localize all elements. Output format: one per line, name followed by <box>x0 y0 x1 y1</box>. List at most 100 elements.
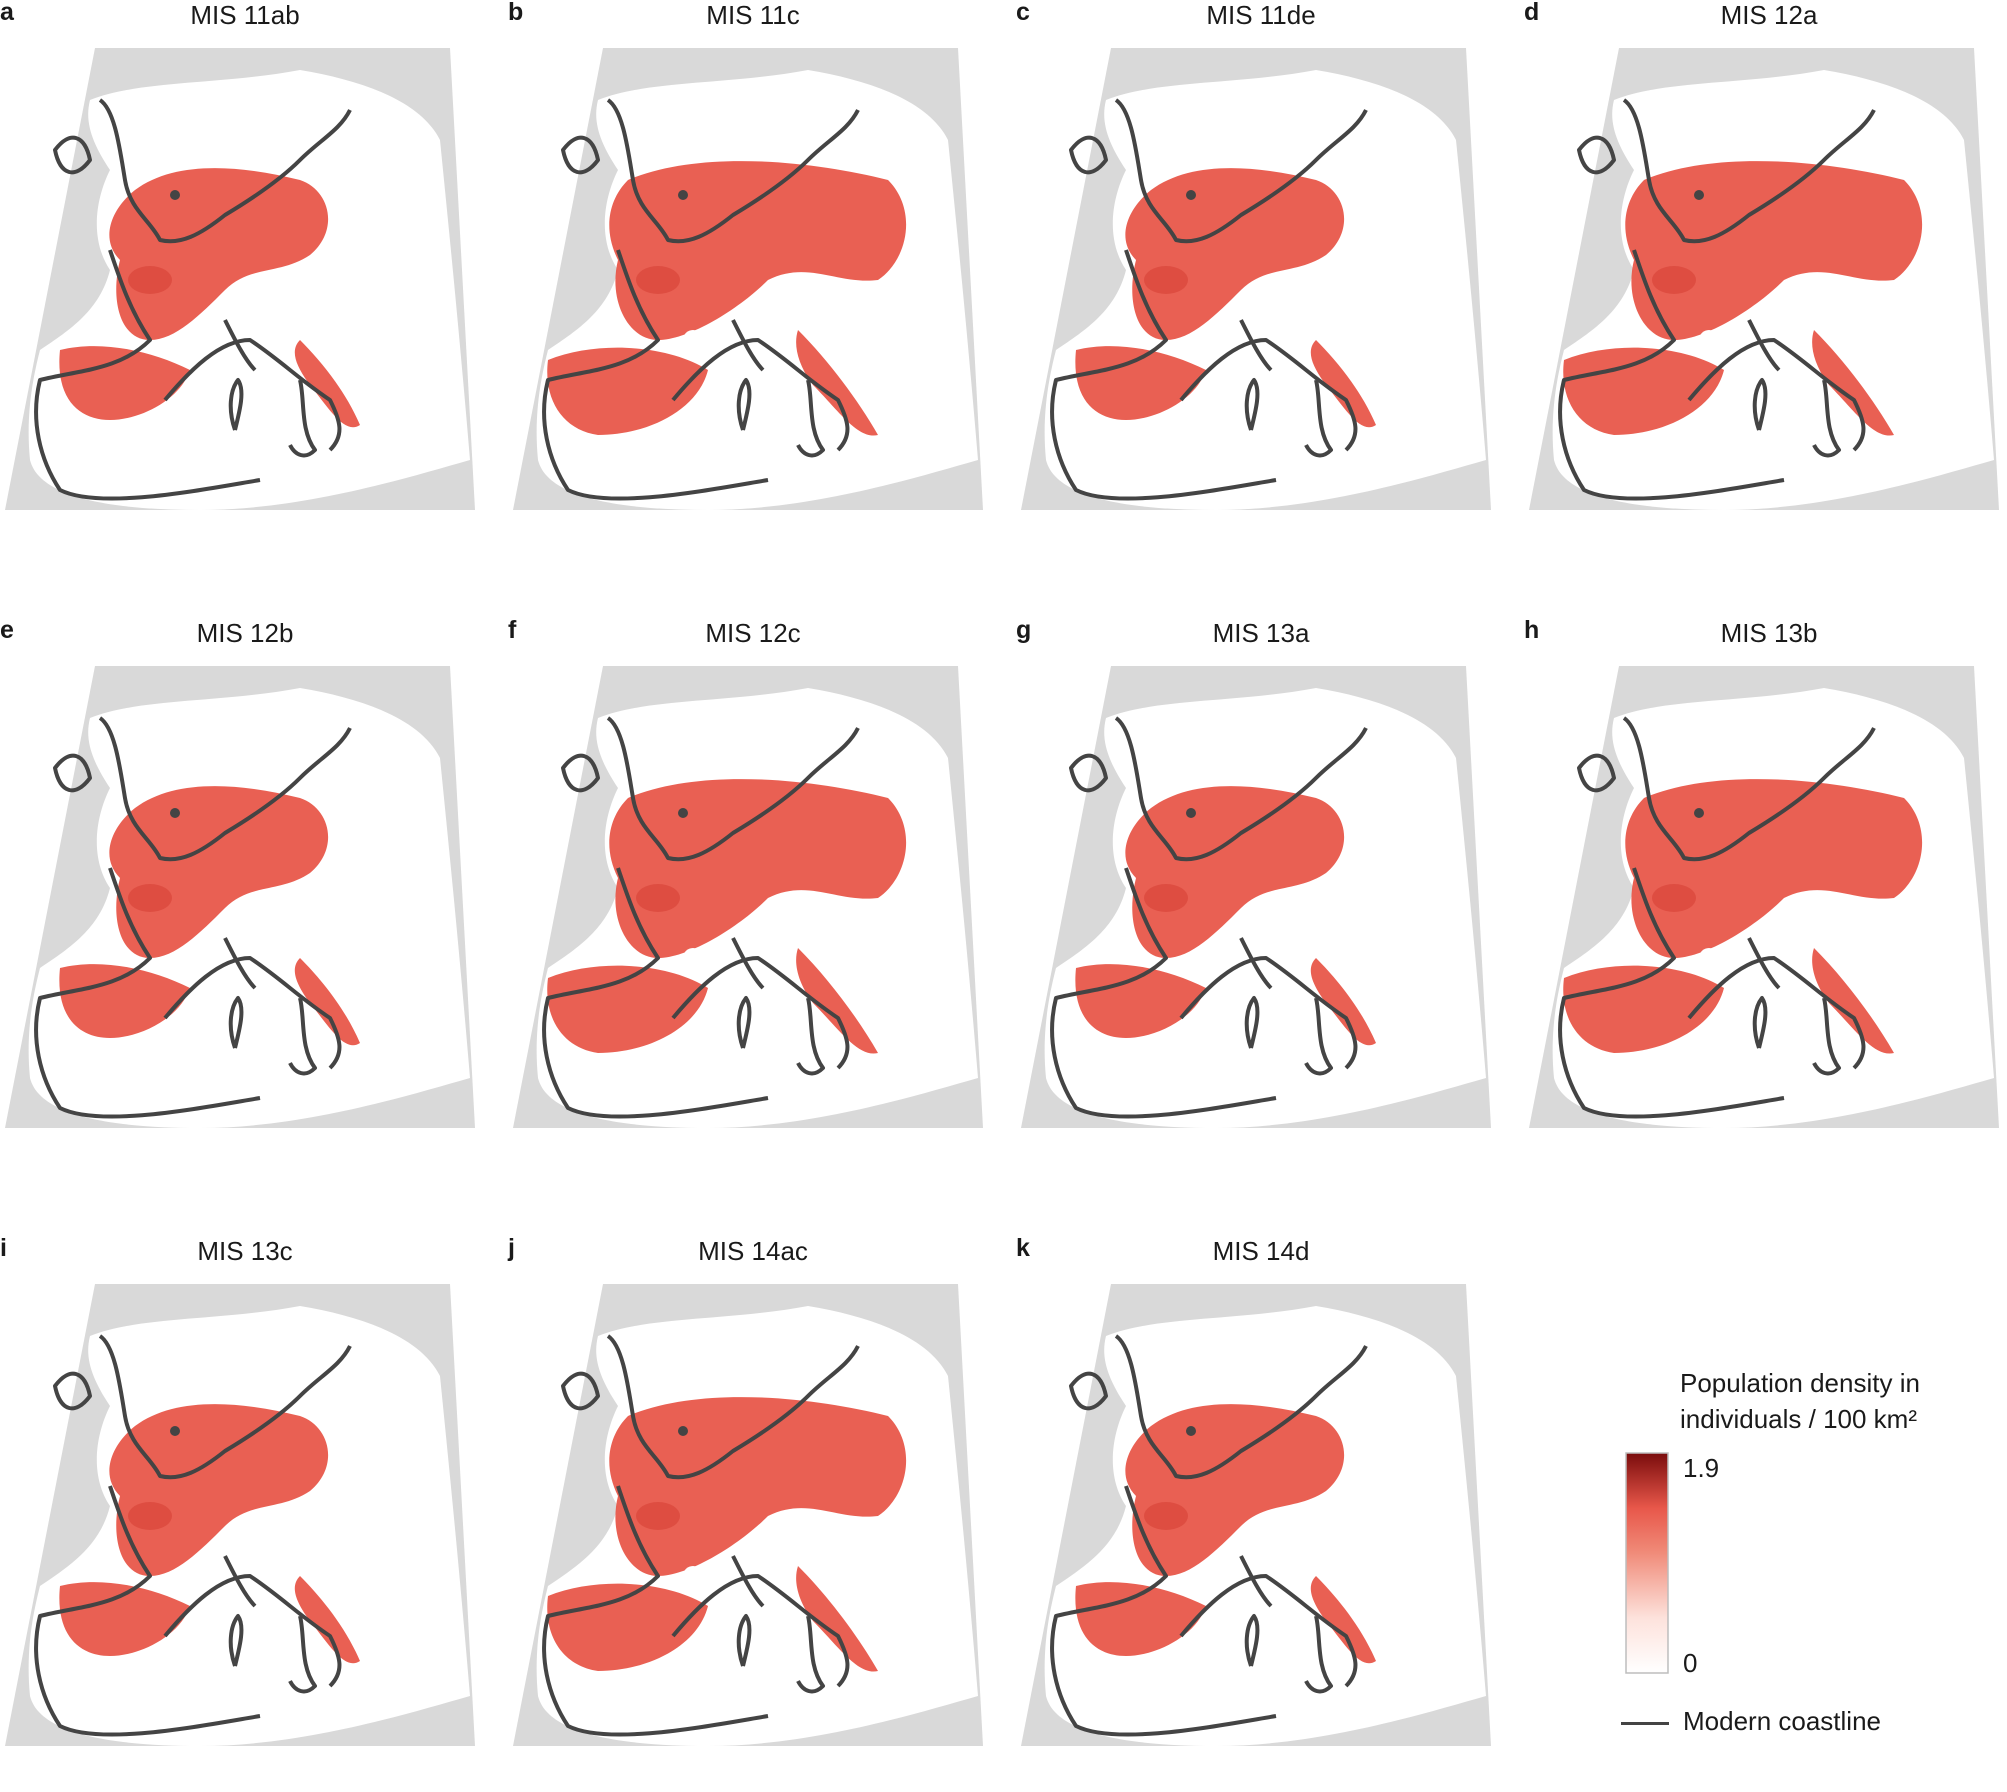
coastline <box>542 98 860 501</box>
panel-title: MIS 13b <box>1720 618 1818 648</box>
alps-gap <box>1699 948 1719 968</box>
coastline <box>542 1334 860 1737</box>
coastline <box>1050 716 1368 1119</box>
coastline-marker <box>1186 808 1196 818</box>
coastline <box>1050 98 1368 501</box>
panel-letter: e <box>0 616 14 644</box>
density-map <box>1529 666 1999 1128</box>
panel-title: MIS 12a <box>1720 0 1818 30</box>
alps-gap <box>1191 330 1211 350</box>
density-map <box>5 666 475 1128</box>
density-hotspot <box>128 1502 172 1530</box>
alps-gap <box>683 948 703 968</box>
legend-title-line1: Population density in <box>1680 1368 1920 1398</box>
density-fill <box>1563 779 1923 1054</box>
density-hotspot <box>1652 266 1696 294</box>
alps-gap <box>175 948 195 968</box>
legend-title: Population density in individuals / 100 … <box>1680 1365 2000 1437</box>
alps-gap <box>1191 948 1211 968</box>
density-map <box>513 666 983 1128</box>
map-panel-g: g MIS 13a <box>1016 618 1516 1158</box>
density-hotspot <box>636 1502 680 1530</box>
coastline-marker <box>678 1426 688 1436</box>
panel-title: MIS 12c <box>705 618 801 648</box>
density-fill <box>59 786 361 1046</box>
density-map <box>5 48 475 510</box>
panel-letter: c <box>1016 0 1030 26</box>
alps-gap <box>683 1566 703 1586</box>
density-map <box>1021 1284 1491 1746</box>
coastline <box>34 98 352 501</box>
panel-title: MIS 14d <box>1212 1236 1310 1266</box>
density-hotspot <box>1144 1502 1188 1530</box>
density-hotspot <box>128 884 172 912</box>
density-hotspot <box>636 884 680 912</box>
map-panel-a: a MIS 11ab <box>0 0 500 540</box>
coastline <box>1558 716 1876 1119</box>
map-panel-k: k MIS 14d <box>1016 1236 1516 1776</box>
alps-gap <box>1699 330 1719 350</box>
coastline <box>34 716 352 1119</box>
density-fill <box>547 779 907 1054</box>
panel-title: MIS 11de <box>1206 0 1316 30</box>
map-panel-f: f MIS 12c <box>508 618 1008 1158</box>
panel-title: MIS 12b <box>196 618 294 648</box>
panel-letter: i <box>0 1234 7 1262</box>
coastline-legend-label: Modern coastline <box>1683 1706 1881 1736</box>
map-panel-j: j MIS 14ac <box>508 1236 1008 1776</box>
density-fill <box>1075 168 1376 428</box>
density-fill <box>59 1404 361 1664</box>
alps-gap <box>175 330 195 350</box>
density-hotspot <box>1652 884 1696 912</box>
density-fill <box>1075 786 1376 1046</box>
panel-letter: j <box>508 1234 515 1262</box>
coastline-marker <box>170 1426 180 1436</box>
panel-title: MIS 11ab <box>190 0 300 30</box>
map-panel-i: i MIS 13c <box>0 1236 500 1776</box>
map-panel-b: b MIS 11c <box>508 0 1008 540</box>
density-map <box>1529 48 1999 510</box>
density-hotspot <box>1144 266 1188 294</box>
density-map <box>513 48 983 510</box>
coastline-marker <box>170 808 180 818</box>
density-map <box>1021 666 1491 1128</box>
alps-gap <box>683 330 703 350</box>
density-fill <box>547 161 907 436</box>
coastline <box>1050 1334 1368 1737</box>
density-fill <box>547 1397 907 1672</box>
map-panel-h: h MIS 13b <box>1524 618 2007 1158</box>
density-fill <box>1075 1404 1376 1664</box>
density-hotspot <box>1144 884 1188 912</box>
coastline-marker <box>678 190 688 200</box>
density-hotspot <box>636 266 680 294</box>
legend-min-label: 0 <box>1683 1648 1698 1678</box>
coastline-marker <box>1694 808 1704 818</box>
coastline-marker <box>1186 190 1196 200</box>
alps-gap <box>1191 1566 1211 1586</box>
map-panel-d: d MIS 12a <box>1524 0 2007 540</box>
coastline <box>34 1334 352 1737</box>
density-map <box>513 1284 983 1746</box>
coastline <box>1558 98 1876 501</box>
coastline-marker <box>678 808 688 818</box>
density-map <box>1021 48 1491 510</box>
coastline <box>542 716 860 1119</box>
panel-letter: d <box>1524 0 1540 26</box>
panel-title: MIS 11c <box>706 0 800 30</box>
legend-max-label: 1.9 <box>1683 1453 1720 1483</box>
legend: Population density in individuals / 100 … <box>1620 1365 2000 1765</box>
panel-title: MIS 13c <box>197 1236 293 1266</box>
panel-letter: a <box>0 0 14 26</box>
map-panel-e: e MIS 12b <box>0 618 500 1158</box>
coastline-marker <box>170 190 180 200</box>
density-colorbar <box>1625 1452 1669 1674</box>
panel-letter: h <box>1524 616 1540 644</box>
alps-gap <box>175 1566 195 1586</box>
coastline-legend-swatch <box>1621 1722 1669 1725</box>
density-fill <box>59 168 361 428</box>
panel-title: MIS 13a <box>1212 618 1310 648</box>
panel-letter: b <box>508 0 524 26</box>
coastline-marker <box>1186 1426 1196 1436</box>
density-map <box>5 1284 475 1746</box>
coastline-marker <box>1694 190 1704 200</box>
